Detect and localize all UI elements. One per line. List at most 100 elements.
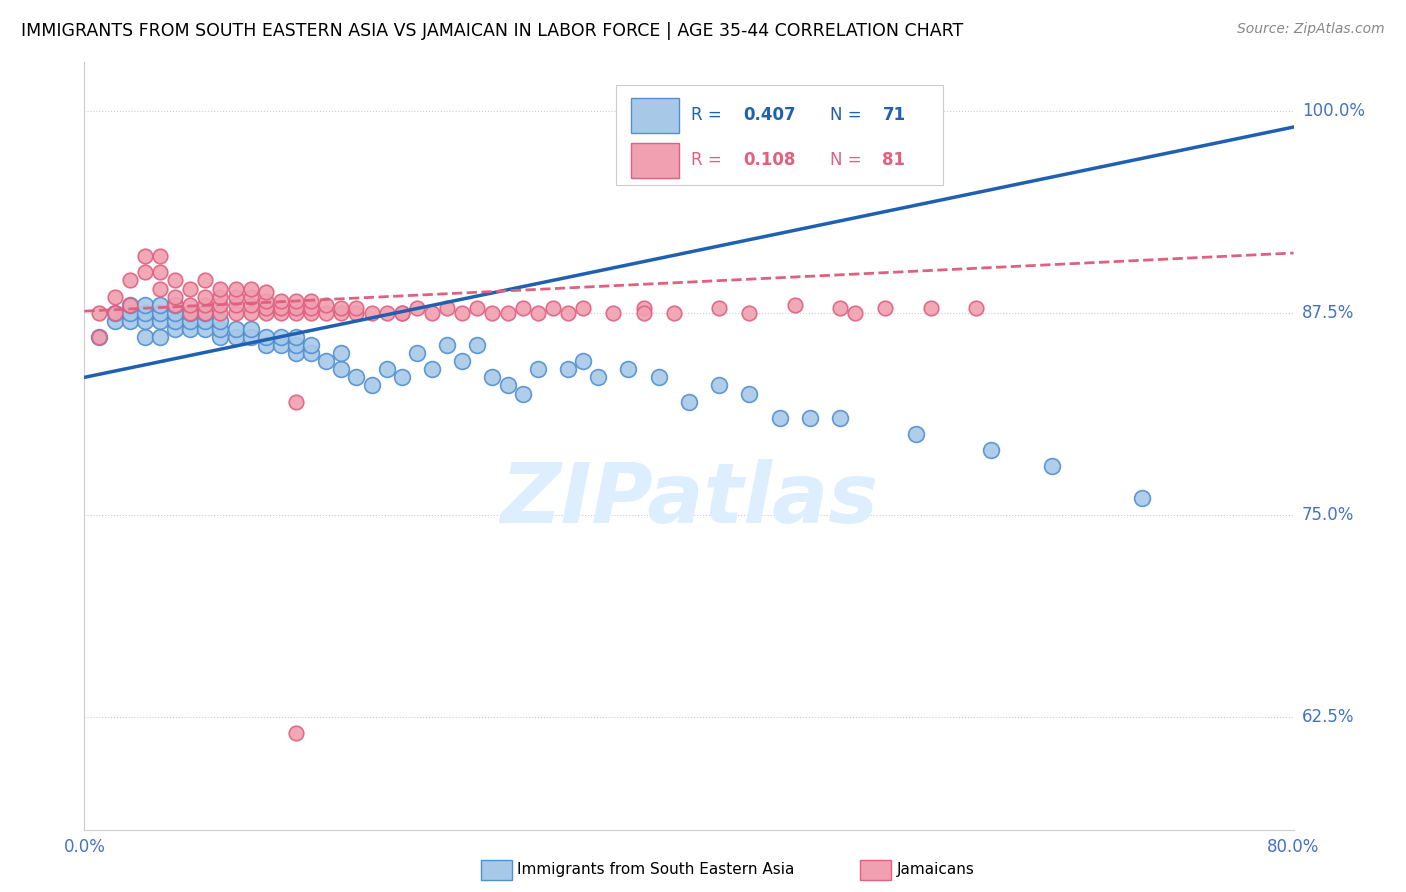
Text: N =: N =	[831, 152, 868, 169]
Point	[239, 290, 262, 304]
Point	[315, 306, 337, 320]
Point	[149, 281, 172, 295]
Point	[209, 298, 232, 312]
Point	[225, 298, 247, 312]
Point	[194, 314, 217, 328]
Point	[209, 322, 232, 336]
Bar	[631, 98, 679, 133]
Point	[602, 306, 624, 320]
Point	[225, 330, 247, 344]
Text: N =: N =	[831, 106, 868, 124]
Point	[451, 306, 474, 320]
Point	[149, 314, 172, 328]
Point	[557, 362, 579, 376]
Point	[346, 301, 368, 315]
Point	[330, 346, 353, 360]
Point	[285, 306, 308, 320]
Point	[391, 306, 413, 320]
Point	[572, 301, 595, 315]
Point	[496, 378, 519, 392]
Text: 0.407: 0.407	[744, 106, 796, 124]
Point	[118, 298, 141, 312]
Point	[436, 301, 458, 315]
Point	[769, 410, 792, 425]
Point	[225, 281, 247, 295]
Point	[225, 290, 247, 304]
Point	[104, 290, 127, 304]
Text: R =: R =	[692, 106, 727, 124]
Point	[165, 306, 187, 320]
Point	[648, 370, 671, 384]
Point	[254, 330, 277, 344]
Point	[179, 306, 201, 320]
Point	[134, 306, 156, 320]
Point	[346, 306, 368, 320]
Point	[209, 281, 232, 295]
Point	[285, 294, 308, 309]
Point	[194, 273, 217, 287]
Point	[617, 362, 640, 376]
Point	[285, 330, 308, 344]
Point	[254, 294, 277, 309]
Point	[904, 426, 927, 441]
Point	[633, 306, 655, 320]
Point	[134, 265, 156, 279]
Point	[420, 306, 443, 320]
Point	[194, 306, 217, 320]
Point	[194, 306, 217, 320]
Point	[557, 306, 579, 320]
Point	[678, 394, 700, 409]
Point	[194, 298, 217, 312]
Point	[209, 306, 232, 320]
Point	[194, 322, 217, 336]
Point	[239, 306, 262, 320]
Point	[299, 306, 322, 320]
Point	[299, 346, 322, 360]
Text: IMMIGRANTS FROM SOUTH EASTERN ASIA VS JAMAICAN IN LABOR FORCE | AGE 35-44 CORREL: IMMIGRANTS FROM SOUTH EASTERN ASIA VS JA…	[21, 22, 963, 40]
Point	[467, 338, 489, 352]
Point	[165, 298, 187, 312]
Point	[844, 306, 866, 320]
Point	[920, 301, 942, 315]
Point	[239, 281, 262, 295]
Point	[527, 362, 550, 376]
Point	[360, 378, 382, 392]
Point	[134, 314, 156, 328]
Point	[165, 290, 187, 304]
Point	[179, 314, 201, 328]
Point	[270, 330, 292, 344]
Point	[118, 306, 141, 320]
Point	[738, 306, 761, 320]
Point	[360, 306, 382, 320]
Point	[179, 298, 201, 312]
Point	[541, 301, 564, 315]
Point	[420, 362, 443, 376]
Point	[330, 362, 353, 376]
Point	[799, 410, 821, 425]
Point	[285, 338, 308, 352]
Text: Source: ZipAtlas.com: Source: ZipAtlas.com	[1237, 22, 1385, 37]
Point	[134, 249, 156, 263]
Point	[285, 346, 308, 360]
Text: 0.108: 0.108	[744, 152, 796, 169]
Text: 62.5%: 62.5%	[1302, 707, 1354, 725]
Text: ZIPatlas: ZIPatlas	[501, 459, 877, 541]
Point	[875, 301, 897, 315]
Point	[165, 273, 187, 287]
Point	[391, 306, 413, 320]
Point	[496, 306, 519, 320]
Point	[254, 285, 277, 299]
Point	[572, 354, 595, 368]
Point	[512, 301, 534, 315]
Text: 71: 71	[883, 106, 905, 124]
Point	[149, 298, 172, 312]
Point	[285, 394, 308, 409]
Point	[118, 298, 141, 312]
Point	[165, 298, 187, 312]
Point	[118, 314, 141, 328]
Point	[346, 370, 368, 384]
Text: 81: 81	[883, 152, 905, 169]
Point	[406, 301, 429, 315]
Point	[527, 306, 550, 320]
Point	[709, 378, 731, 392]
